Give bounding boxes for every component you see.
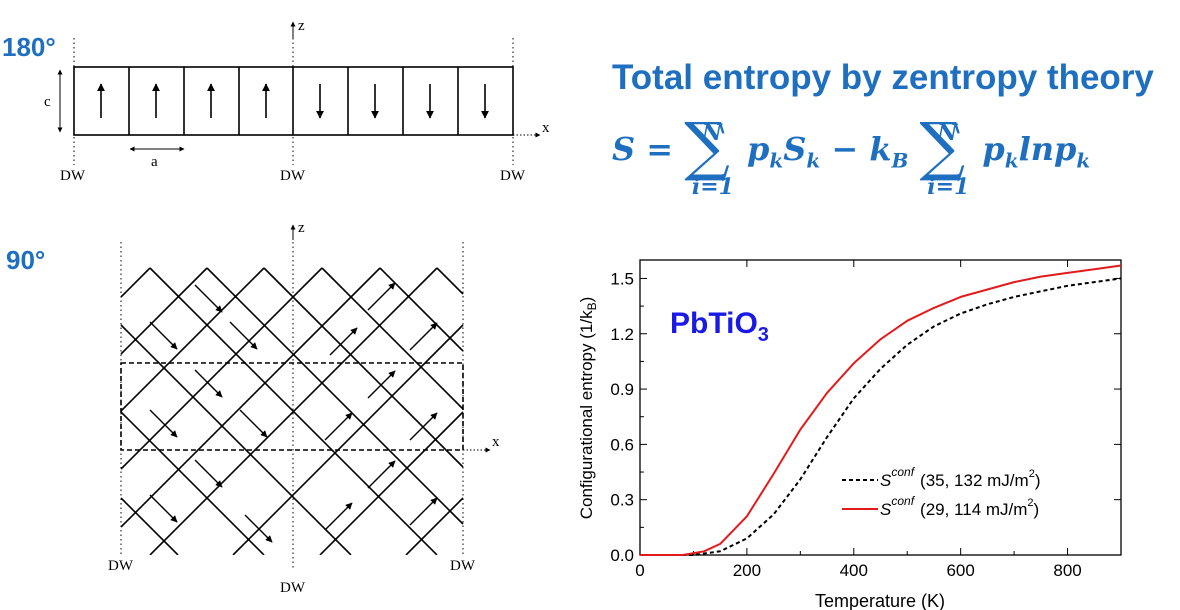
polarization-arrow	[329, 327, 358, 356]
sum1-upper: N	[701, 120, 722, 146]
series-group	[640, 264, 1122, 556]
y-ticks: 0.0 0.3 0.6 0.9 1.2 1.5	[610, 269, 1121, 565]
dw-label: DW	[60, 168, 86, 184]
term-p-sub: k	[769, 148, 784, 173]
dw-label: DW	[500, 168, 526, 184]
y-axis-title-main: Configurational entropy (1/k	[577, 310, 596, 519]
cell-row	[73, 66, 514, 136]
diagonal-lattice	[120, 267, 464, 555]
diagram-180-domain: z x c a DW DW DW	[44, 18, 550, 184]
polarization-arrows	[149, 282, 438, 543]
polarization-arrow	[409, 412, 438, 441]
polarization-arrow	[149, 409, 178, 438]
y-tick-label: 1.5	[610, 269, 634, 288]
entropy-chart: 0 200 400 600 800 0.0 0.3 0.6 0.9 1.2 1.5 Tempera…	[577, 259, 1122, 610]
dw-label: DW	[450, 558, 476, 574]
polarization-arrow	[409, 497, 438, 526]
chart-legend: Sconf (35, 132 mJ/m2) Sconf (29, 114 mJ/m2…	[842, 465, 1040, 519]
legend-1-params: (35, 132 mJ/m	[920, 471, 1029, 490]
x-ticks: 0 200 400 600 800	[635, 260, 1082, 580]
dw-label: DW	[108, 558, 134, 574]
y-tick-label: 0.0	[610, 546, 634, 565]
sum1-lower: i=1	[691, 174, 734, 200]
polarization-arrow	[194, 459, 223, 488]
term-p: p	[747, 130, 770, 168]
term2-p-sub: k	[1004, 148, 1019, 173]
panel-label-180: 180°	[2, 32, 56, 62]
y-tick-label: 1.2	[610, 325, 634, 344]
sum-icon: ∑	[684, 110, 730, 184]
legend-1-symbol: S	[880, 471, 892, 490]
polarization-arrow	[229, 321, 258, 350]
lattice-a-label: a	[151, 154, 158, 170]
polarization-arrow	[367, 370, 396, 399]
polarization-arrow	[149, 321, 178, 350]
polarization-arrow	[149, 494, 178, 523]
legend-1-params-end: )	[1035, 471, 1041, 490]
x-axis-title: Temperature (K)	[815, 591, 945, 610]
y-tick-label: 0.3	[610, 491, 634, 510]
legend-entry-2: Sconf (29, 114 mJ/m2)	[880, 494, 1039, 519]
kb-sub: B	[891, 148, 909, 173]
annotation-sub: 3	[758, 324, 769, 346]
heading-title: Total entropy by zentropy theory	[612, 58, 1154, 97]
x-tick-label: 600	[946, 561, 974, 580]
z-axis-label: z	[298, 220, 305, 236]
term2-ln: lnp	[1018, 130, 1077, 168]
legend-1-sup: conf	[891, 465, 915, 479]
y-axis-title-end: )	[577, 297, 596, 303]
series-line-1	[640, 277, 1122, 556]
diagram-90-domain: z x	[108, 220, 500, 596]
legend-2-symbol: S	[880, 500, 892, 519]
legend-2-params: (29, 114 mJ/m	[920, 500, 1027, 519]
x-axis-label: x	[542, 120, 550, 136]
x-tick-label: 400	[840, 561, 868, 580]
y-tick-label: 0.6	[610, 435, 634, 454]
kb: k	[869, 130, 892, 168]
x-tick-label: 200	[733, 561, 761, 580]
x-tick-label: 0	[635, 561, 644, 580]
dw-label: DW	[280, 168, 306, 184]
polarization-arrow	[367, 460, 396, 489]
term2-ln-sub: k	[1076, 148, 1091, 173]
annotation-main: PbTiO	[670, 307, 758, 340]
term-s-sub: k	[806, 148, 821, 173]
lattice-c-label: c	[44, 94, 51, 110]
dw-label: DW	[280, 580, 306, 596]
sum-icon: ∑	[919, 110, 966, 184]
polarization-arrow	[239, 409, 268, 438]
y-axis-title-sub: B	[585, 302, 599, 310]
polarization-arrow	[324, 502, 353, 531]
y-axis-title: Configurational entropy (1/kB)	[577, 297, 599, 520]
sum2-lower: i=1	[927, 174, 970, 200]
x-axis-label: x	[492, 434, 500, 450]
x-tick-label: 800	[1053, 561, 1081, 580]
term-s: S	[783, 130, 807, 168]
y-tick-label: 0.9	[610, 380, 634, 399]
polarization-arrow	[367, 282, 396, 311]
legend-1-params-sup: 2	[1029, 468, 1035, 480]
panel-label-90: 90°	[6, 245, 46, 275]
legend-entry-1: Sconf (35, 132 mJ/m2)	[880, 465, 1040, 490]
sum2-upper: N	[937, 120, 958, 146]
plot-frame	[639, 259, 1122, 556]
polarization-arrow	[194, 369, 223, 398]
z-axis-label: z	[298, 18, 305, 34]
polarization-arrow	[244, 514, 273, 543]
series-line-2	[640, 264, 1122, 556]
legend-2-params-sup: 2	[1027, 497, 1033, 509]
unit-cell-box	[120, 362, 464, 451]
polarization-arrow	[194, 284, 223, 313]
legend-2-sup: conf	[891, 494, 915, 508]
formula-lhs: S =	[612, 130, 674, 168]
minus-sign: −	[831, 130, 859, 168]
pbtio3-annotation: PbTiO3	[670, 307, 769, 346]
polarization-arrow	[324, 412, 353, 441]
polarization-arrow	[409, 322, 438, 351]
term2-p: p	[982, 130, 1005, 168]
legend-2-params-end: )	[1034, 500, 1040, 519]
